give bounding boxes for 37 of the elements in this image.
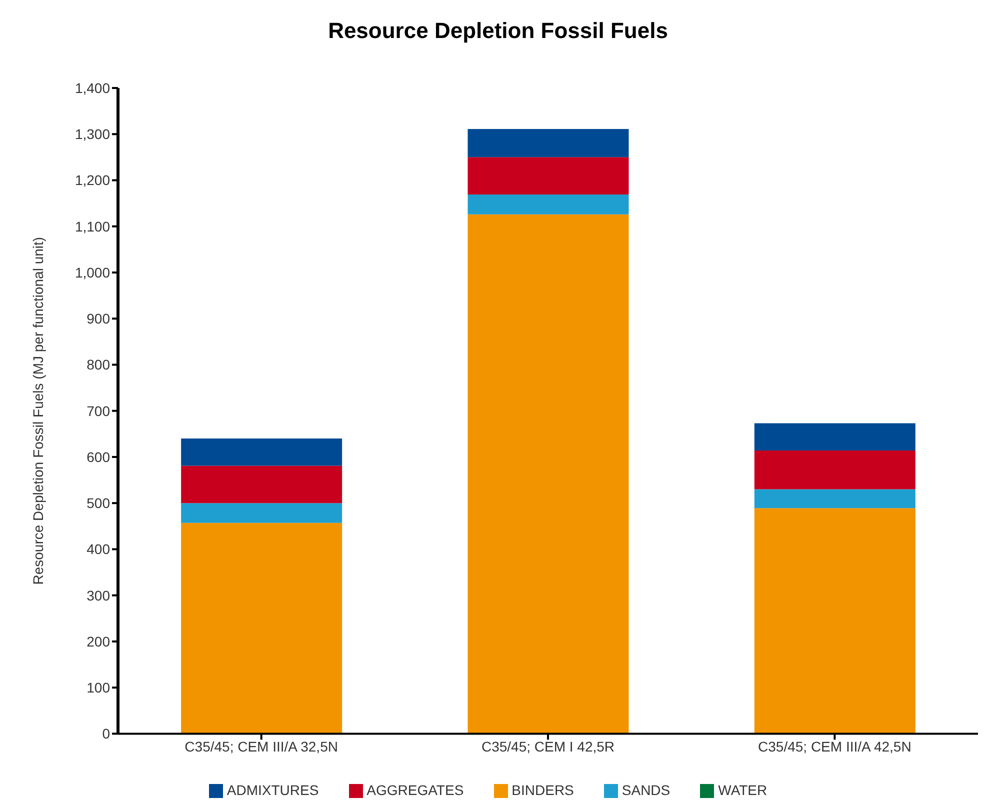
y-tick-label: 200 — [86, 633, 110, 650]
legend-label: ADMIXTURES — [226, 782, 319, 798]
y-tick-label: 300 — [86, 587, 110, 604]
y-tick-label: 1,000 — [74, 264, 110, 280]
y-tick-label: 500 — [86, 495, 110, 512]
y-tick-label: 800 — [86, 356, 110, 373]
bar — [181, 522, 342, 734]
legend-label: BINDERS — [512, 782, 574, 798]
y-tick-label: 0 — [102, 726, 110, 742]
y-tick-label: 700 — [86, 402, 110, 419]
y-axis-title: Resource Depletion Fossil Fuels (MJ per functional unit) — [30, 236, 46, 585]
legend-label: WATER — [718, 782, 768, 798]
bar — [181, 438, 342, 466]
y-tick-label: 1,400 — [74, 80, 110, 96]
x-tick-label: C35/45; CEM I 42,5R — [481, 738, 615, 755]
y-tick-label: 1,300 — [74, 126, 110, 142]
bar — [468, 214, 629, 734]
bar — [468, 129, 629, 158]
bar — [468, 194, 629, 214]
bar — [468, 157, 629, 195]
bar — [754, 508, 916, 734]
bar — [754, 450, 916, 490]
y-tick-label: 600 — [86, 448, 110, 465]
bar — [181, 503, 342, 523]
y-tick-label: 1,200 — [74, 172, 110, 188]
bar — [181, 466, 342, 504]
chart-title: Resource Depletion Fossil Fuels — [327, 17, 669, 45]
legend-label: SANDS — [622, 782, 670, 798]
legend-label: AGGREGATES — [366, 782, 464, 798]
y-tick-label: 400 — [86, 541, 110, 558]
y-tick-label: 1,100 — [74, 218, 110, 234]
bar — [754, 423, 916, 451]
y-tick-label: 100 — [86, 680, 110, 696]
x-tick-label: C35/45; CEM III/A 42,5N — [758, 738, 912, 755]
y-tick-label: 900 — [86, 310, 110, 327]
bar — [754, 489, 916, 508]
x-tick-label: C35/45; CEM III/A 32,5N — [184, 738, 338, 755]
